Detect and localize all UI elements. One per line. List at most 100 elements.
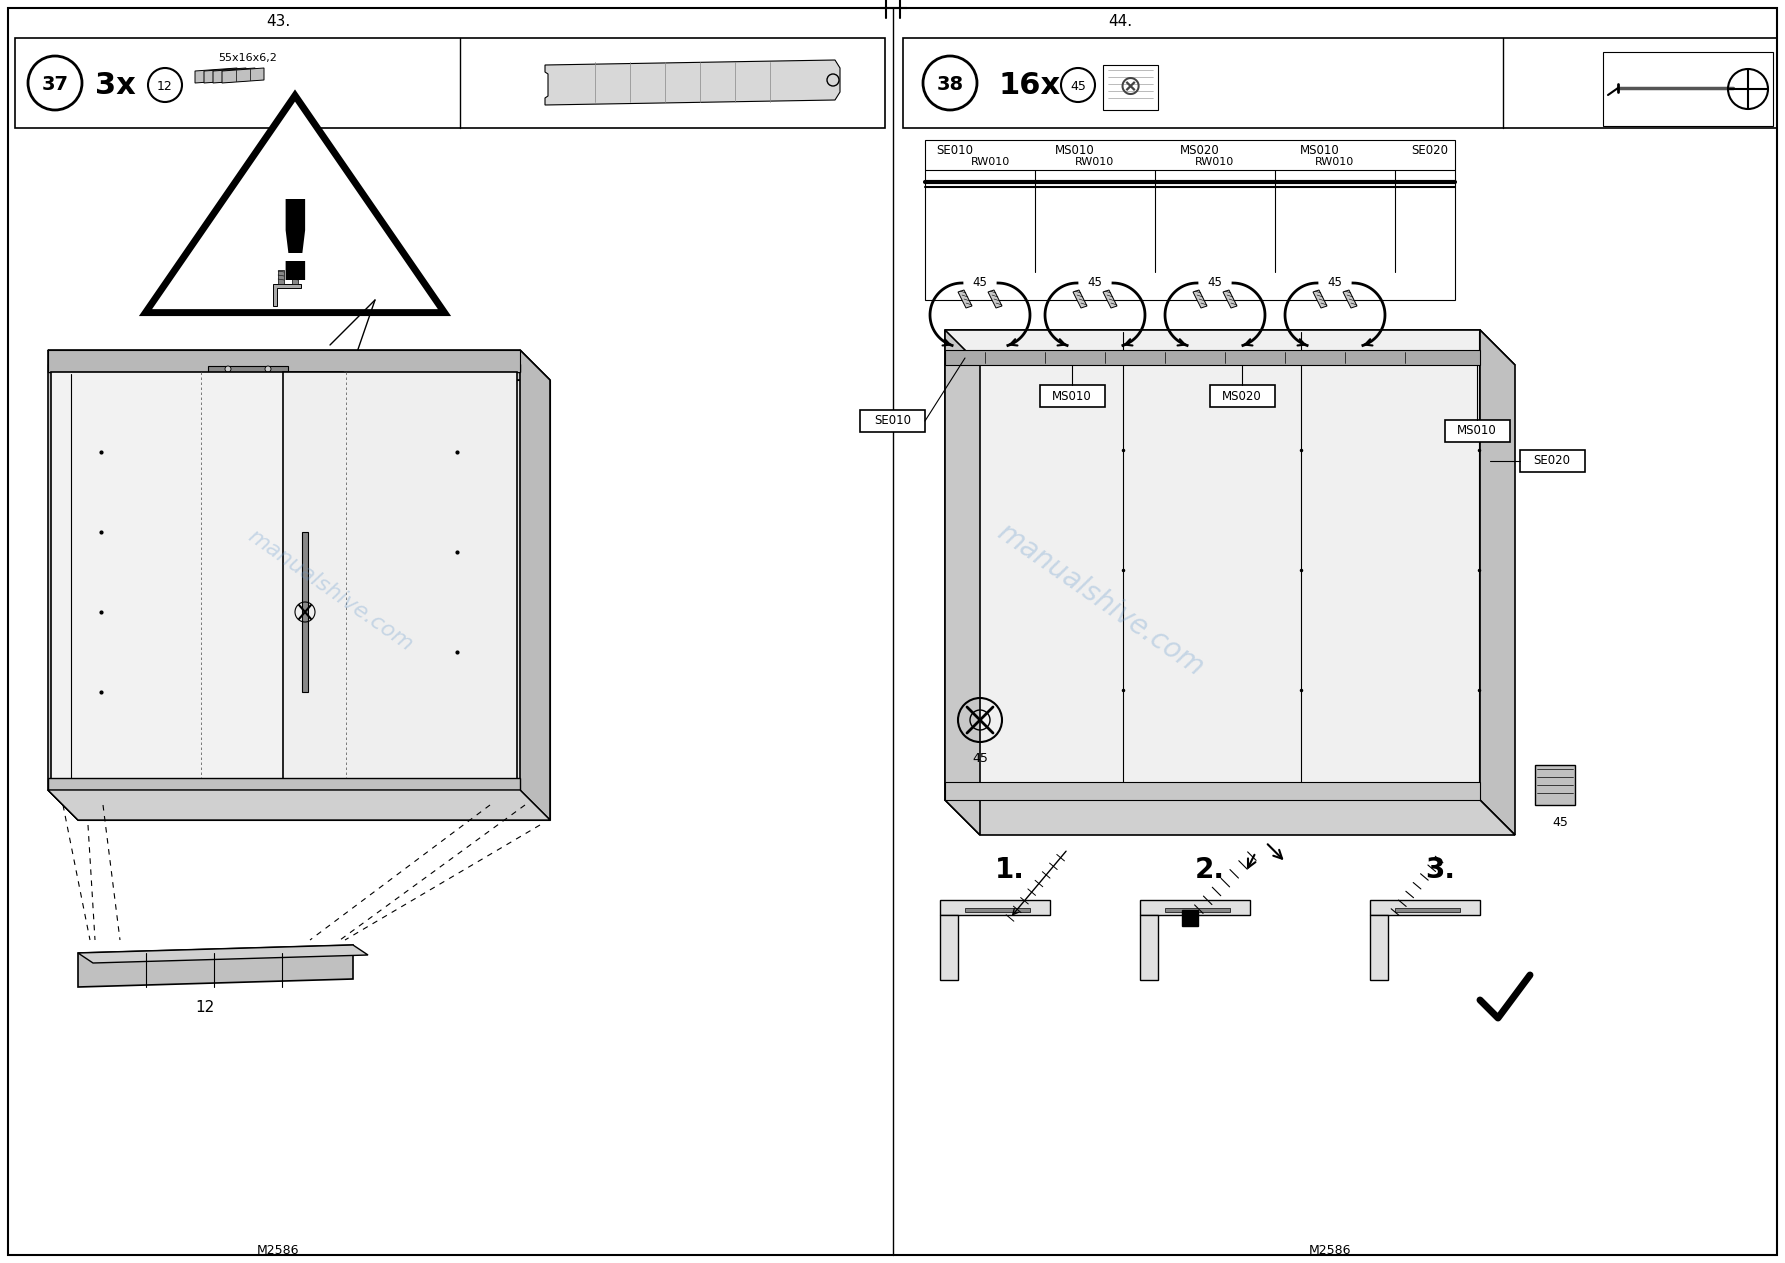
Polygon shape bbox=[944, 330, 980, 835]
Circle shape bbox=[264, 366, 271, 373]
Polygon shape bbox=[1314, 290, 1326, 308]
Polygon shape bbox=[302, 532, 309, 692]
Polygon shape bbox=[278, 270, 284, 284]
Text: 12: 12 bbox=[157, 80, 173, 92]
Text: 45: 45 bbox=[1553, 816, 1567, 830]
Text: MS020: MS020 bbox=[1223, 389, 1262, 403]
Bar bbox=[1603, 52, 1773, 126]
Polygon shape bbox=[146, 96, 444, 313]
Polygon shape bbox=[1535, 765, 1574, 805]
Text: M2586: M2586 bbox=[1308, 1244, 1351, 1257]
Polygon shape bbox=[212, 68, 255, 83]
Text: 45: 45 bbox=[1087, 275, 1103, 288]
Circle shape bbox=[225, 366, 230, 373]
Polygon shape bbox=[944, 330, 1480, 799]
Polygon shape bbox=[195, 68, 237, 83]
Polygon shape bbox=[221, 68, 264, 83]
Polygon shape bbox=[48, 350, 79, 820]
Text: RW010: RW010 bbox=[1316, 157, 1355, 167]
Polygon shape bbox=[944, 330, 1515, 365]
Text: M2586: M2586 bbox=[257, 1244, 300, 1257]
Polygon shape bbox=[1192, 290, 1207, 308]
Polygon shape bbox=[1223, 290, 1237, 308]
Text: 16x: 16x bbox=[998, 71, 1060, 100]
Polygon shape bbox=[203, 68, 246, 83]
Text: MS010: MS010 bbox=[1051, 389, 1092, 403]
Polygon shape bbox=[1141, 901, 1250, 914]
Text: RW010: RW010 bbox=[1075, 157, 1114, 167]
Text: 45: 45 bbox=[1208, 275, 1223, 288]
Polygon shape bbox=[989, 290, 1001, 308]
Polygon shape bbox=[48, 350, 519, 373]
Text: 44.: 44. bbox=[1108, 14, 1132, 29]
Text: SE020: SE020 bbox=[1533, 455, 1571, 467]
Bar bbox=[1041, 385, 1105, 407]
Polygon shape bbox=[273, 284, 302, 306]
Polygon shape bbox=[1141, 914, 1158, 980]
Text: 45: 45 bbox=[1069, 80, 1085, 92]
Bar bbox=[860, 410, 925, 432]
Polygon shape bbox=[52, 373, 343, 787]
Polygon shape bbox=[941, 901, 1050, 914]
Bar bbox=[903, 38, 1778, 128]
Polygon shape bbox=[79, 380, 550, 820]
Text: 2.: 2. bbox=[1194, 856, 1225, 884]
Polygon shape bbox=[1073, 290, 1087, 308]
Bar bbox=[1446, 421, 1510, 442]
Text: 12: 12 bbox=[195, 999, 214, 1014]
Polygon shape bbox=[519, 350, 550, 820]
Polygon shape bbox=[1371, 914, 1389, 980]
Polygon shape bbox=[284, 373, 518, 787]
Text: RW010: RW010 bbox=[971, 157, 1010, 167]
Polygon shape bbox=[48, 789, 550, 820]
Polygon shape bbox=[944, 782, 1480, 799]
Text: SE020: SE020 bbox=[1412, 144, 1448, 157]
Text: 45: 45 bbox=[973, 275, 987, 288]
Polygon shape bbox=[966, 908, 1030, 912]
Text: MS010: MS010 bbox=[1299, 144, 1341, 157]
Polygon shape bbox=[79, 945, 353, 986]
Polygon shape bbox=[293, 270, 298, 284]
Bar bbox=[925, 140, 1455, 301]
Polygon shape bbox=[79, 945, 368, 962]
Text: 37: 37 bbox=[41, 75, 68, 93]
Polygon shape bbox=[1166, 908, 1230, 912]
Polygon shape bbox=[48, 350, 550, 380]
Text: 55x16x6,2: 55x16x6,2 bbox=[218, 53, 277, 63]
Polygon shape bbox=[944, 799, 1515, 835]
Polygon shape bbox=[1103, 290, 1117, 308]
Text: 3x: 3x bbox=[95, 71, 136, 100]
Text: 43.: 43. bbox=[266, 14, 291, 29]
Text: MS010: MS010 bbox=[1055, 144, 1094, 157]
Polygon shape bbox=[1182, 911, 1198, 926]
Polygon shape bbox=[312, 512, 318, 702]
Text: SE010: SE010 bbox=[875, 414, 912, 427]
Polygon shape bbox=[209, 366, 287, 373]
Text: RW010: RW010 bbox=[1196, 157, 1235, 167]
Polygon shape bbox=[48, 364, 519, 373]
Polygon shape bbox=[1396, 908, 1460, 912]
Text: 1.: 1. bbox=[994, 856, 1025, 884]
Polygon shape bbox=[1342, 290, 1357, 308]
Polygon shape bbox=[959, 290, 973, 308]
Polygon shape bbox=[1480, 330, 1515, 835]
Polygon shape bbox=[48, 778, 519, 789]
Polygon shape bbox=[944, 350, 1480, 365]
Text: 3.: 3. bbox=[1424, 856, 1455, 884]
Text: ⊗: ⊗ bbox=[1119, 73, 1142, 101]
Text: MS020: MS020 bbox=[1180, 144, 1219, 157]
Text: manualshive.com: manualshive.com bbox=[991, 518, 1208, 682]
Text: 45: 45 bbox=[973, 751, 987, 764]
Text: 38: 38 bbox=[937, 75, 964, 93]
Text: MS010: MS010 bbox=[1457, 424, 1498, 437]
Text: SE010: SE010 bbox=[937, 144, 973, 157]
Polygon shape bbox=[48, 789, 550, 820]
Text: !: ! bbox=[270, 197, 320, 303]
Text: manualshive.com: manualshive.com bbox=[245, 525, 416, 654]
Bar bbox=[1210, 385, 1274, 407]
Text: 45: 45 bbox=[1328, 275, 1342, 288]
Bar bbox=[14, 38, 885, 128]
Bar bbox=[1521, 450, 1585, 472]
Polygon shape bbox=[1371, 901, 1480, 914]
Polygon shape bbox=[941, 914, 959, 980]
